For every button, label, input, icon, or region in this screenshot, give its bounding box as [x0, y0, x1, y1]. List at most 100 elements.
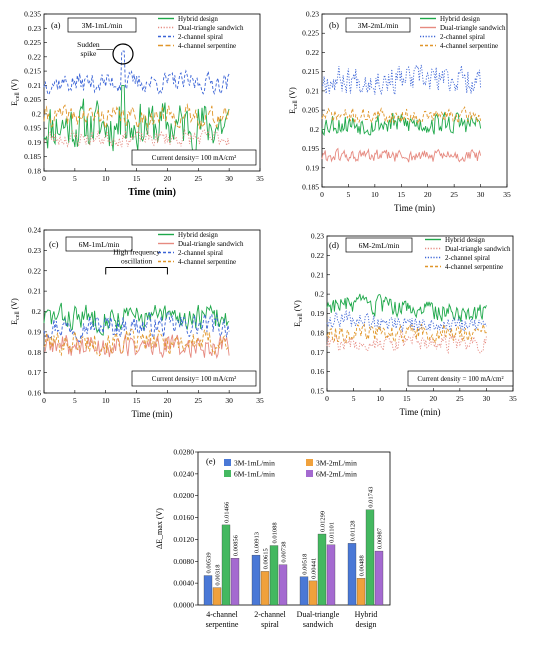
category-label: 2-channel [254, 610, 286, 619]
x-tick-label: 35 [256, 174, 264, 183]
y-tick-label: 0.21 [28, 81, 41, 90]
y-tick-label: 0.0280 [173, 448, 194, 457]
condition-box [345, 17, 411, 33]
current-density-box [131, 370, 257, 387]
current-density-box [131, 149, 257, 166]
category-label: Dual-triangle [297, 610, 340, 619]
series-line-1 [43, 84, 230, 156]
panel-4: 0 5 10 15 20 25 30 35 0.15 0.16 0.17 0.18 0.19 0.2 0.2… [293, 232, 517, 418]
x-tick-label: 20 [164, 174, 172, 183]
y-tick-label: 0.215 [24, 67, 41, 76]
x-tick-label: 35 [503, 190, 511, 199]
series-line-3 [321, 64, 482, 96]
current-density-label: Current density= 100 mA/cm² [152, 375, 236, 383]
x-axis-label: Time (min) [394, 203, 435, 213]
bar [230, 558, 240, 606]
x-tick-label: 30 [225, 174, 233, 183]
condition-label: 6M-1mL/min [79, 240, 120, 249]
x-axis-label: Time (min) [128, 187, 176, 198]
series-line-3 [43, 50, 230, 96]
legend-label: 6M-1mL/min [234, 470, 275, 479]
legend-label: Dual-triangle sandwich [178, 240, 244, 248]
category-label: sandwich [303, 620, 333, 629]
bar-value-label: 0.00539 [206, 552, 213, 573]
condition-box [345, 237, 413, 253]
panel-5: 0.0000 0.0040 0.0080 0.0120 0.0160 0.0200 0.02… [155, 448, 391, 629]
y-tick-label: 0.205 [302, 106, 319, 115]
y-axis-label: Ecell (V) [288, 87, 299, 114]
y-axis-label: Ecell (V) [10, 298, 21, 325]
current-density-box [407, 370, 514, 387]
x-tick-label: 5 [347, 190, 351, 199]
bar-value-label: 0.01128 [350, 520, 357, 541]
series-line-2 [44, 333, 230, 360]
panel-tag: (b) [329, 20, 339, 30]
legend-label: 4-channel serpentine [178, 258, 236, 266]
x-tick-label: 35 [509, 394, 517, 403]
bar-value-label: 0.01299 [320, 511, 327, 532]
bar [278, 564, 288, 606]
bar-value-label: 0.00318 [215, 564, 222, 585]
bar [317, 533, 327, 606]
x-tick-label: 10 [376, 394, 384, 403]
y-tick-label: 0.18 [28, 167, 41, 176]
y-tick-label: 0.22 [28, 52, 41, 61]
series-line-2 [326, 330, 487, 355]
y-tick-label: 0.19 [311, 309, 324, 318]
y-tick-label: 0.17 [311, 348, 324, 357]
condition-label: 3M-1mL/min [82, 21, 123, 30]
bar-value-label: 0.00518 [302, 554, 309, 575]
legend-label: 2-channel spiral [445, 254, 490, 262]
y-tick-label: 0.23 [28, 24, 41, 33]
x-tick-label: 25 [195, 174, 203, 183]
y-tick-label: 0.0160 [173, 513, 194, 522]
x-tick-label: 5 [352, 394, 356, 403]
x-tick-label: 0 [42, 174, 46, 183]
bar [299, 576, 309, 606]
condition-label: 3M-2mL/min [358, 21, 399, 30]
x-tick-label: 10 [102, 174, 110, 183]
panel-3: 0 5 10 15 20 25 30 35 0.16 0.17 0.18 0.19 0.2 0.21 0.2… [10, 226, 264, 420]
y-tick-label: 0.23 [311, 232, 324, 241]
legend-label: Hybrid design [445, 236, 485, 244]
category-label: design [356, 620, 377, 629]
y-tick-label: 0.0040 [173, 579, 194, 588]
bar [221, 524, 231, 606]
y-tick-label: 0.24 [28, 226, 41, 235]
x-axis-label: Time (min) [400, 407, 441, 417]
plot-frame [43, 13, 261, 172]
legend-label: Dual-triangle sandwich [440, 24, 506, 32]
current-density-label: Current density= 100 mA/cm² [152, 154, 236, 162]
y-tick-label: 0.185 [24, 152, 41, 161]
legend-label: 3M-2mL/min [316, 459, 357, 468]
x-tick-label: 15 [133, 174, 141, 183]
bar [269, 545, 279, 606]
legend-label: Dual-triangle sandwich [445, 245, 511, 253]
y-tick-label: 0.0000 [173, 601, 194, 610]
y-tick-label: 0.2 [315, 290, 325, 299]
bar-value-label: 0.00488 [359, 555, 366, 576]
x-tick-label: 15 [398, 190, 406, 199]
y-axis-label: ΔE_max (V) [155, 508, 164, 549]
series-line-3 [43, 310, 230, 343]
x-tick-label: 20 [430, 394, 438, 403]
legend-swatch [224, 470, 231, 477]
y-tick-label: 0.225 [24, 38, 41, 47]
y-tick-label: 0.0080 [173, 557, 194, 566]
y-tick-label: 0.215 [302, 67, 319, 76]
legend-label: 4-channel serpentine [445, 263, 503, 271]
series-line-4 [326, 323, 487, 345]
category-label: 4-channel [206, 610, 238, 619]
x-tick-label: 30 [477, 190, 485, 199]
bar [365, 509, 375, 606]
x-tick-label: 20 [424, 190, 432, 199]
legend-label: 4-channel serpentine [440, 42, 498, 50]
bar [251, 554, 261, 606]
bar [260, 571, 270, 606]
panel-1: 0 5 10 15 20 25 30 35 0.18 0.185 0.19 0.195 0.2 0.205… [10, 10, 264, 199]
plot-frame [197, 451, 391, 606]
y-tick-label: 0.195 [302, 144, 319, 153]
